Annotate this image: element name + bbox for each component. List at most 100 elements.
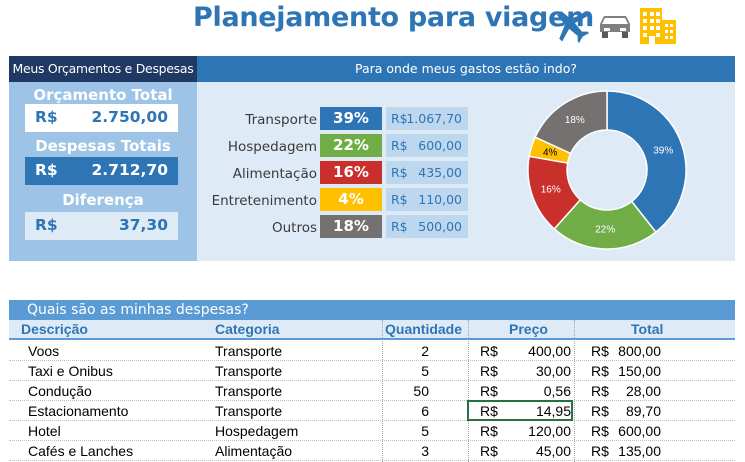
amount-hospedagem[interactable]: R$ 600,00 bbox=[386, 134, 468, 157]
donut-slice-transporte[interactable] bbox=[606, 90, 687, 234]
diff-box[interactable]: R$ 37,30 bbox=[25, 212, 178, 240]
cell-price-currency[interactable]: R$ bbox=[480, 443, 498, 459]
cell-category[interactable]: Transporte bbox=[215, 403, 283, 419]
cell-price[interactable]: 30,00 bbox=[535, 363, 571, 379]
cell-total[interactable]: 135,00 bbox=[618, 443, 661, 459]
category-label-entretenimento: Entretenimento bbox=[211, 193, 317, 209]
table-row[interactable]: Taxi e Onibus Transporte 5 R$ 30,00 R$ 150,00 bbox=[9, 361, 735, 381]
donut-label: 39% bbox=[653, 146, 673, 157]
cell-price[interactable]: 0,56 bbox=[543, 383, 571, 399]
pct-entretenimento[interactable]: 4% bbox=[320, 188, 382, 211]
table-row[interactable]: Hotel Hospedagem 5 R$ 120,00 R$ 600,00 bbox=[9, 421, 735, 441]
cell-quantity[interactable]: 2 bbox=[421, 343, 429, 359]
amount-value: 435,00 bbox=[418, 165, 462, 180]
amount-alimentacao[interactable]: R$ 435,00 bbox=[386, 161, 468, 184]
budget-box[interactable]: R$ 2.750,00 bbox=[25, 104, 178, 132]
cell-quantity[interactable]: 5 bbox=[421, 363, 429, 379]
cell-price-currency[interactable]: R$ bbox=[480, 403, 498, 419]
pct-transporte[interactable]: 39% bbox=[320, 107, 382, 130]
amount-currency: R$ bbox=[391, 165, 408, 180]
amount-value: 1.067,70 bbox=[406, 111, 462, 126]
cell-price[interactable]: 45,00 bbox=[535, 443, 571, 459]
cell-description[interactable]: Hotel bbox=[28, 423, 61, 439]
table-row[interactable]: Cafés e Lanches Alimentação 3 R$ 45,00 R$ 135,… bbox=[9, 441, 735, 461]
column-divider bbox=[382, 320, 383, 462]
table-header-row: Descrição Categoria Quantidade Preço Tot… bbox=[9, 320, 735, 340]
cell-quantity[interactable]: 50 bbox=[413, 383, 429, 399]
donut-label: 4% bbox=[543, 147, 558, 158]
donut-label: 22% bbox=[595, 224, 615, 235]
cell-category[interactable]: Hospedagem bbox=[215, 423, 299, 439]
category-label-outros: Outros bbox=[271, 220, 317, 236]
donut-slice-outros[interactable] bbox=[534, 90, 608, 155]
cell-category[interactable]: Alimentação bbox=[215, 443, 293, 459]
pct-alimentacao[interactable]: 16% bbox=[320, 161, 382, 184]
cell-total[interactable]: 600,00 bbox=[618, 423, 661, 439]
column-header-price[interactable]: Preço bbox=[509, 321, 548, 337]
summary-header: Meus Orçamentos e Despesas bbox=[9, 56, 197, 82]
cell-quantity[interactable]: 5 bbox=[421, 423, 429, 439]
cell-description[interactable]: Estacionamento bbox=[28, 403, 129, 419]
expenses-box[interactable]: R$ 2.712,70 bbox=[25, 157, 178, 185]
pct-outros[interactable]: 18% bbox=[320, 215, 382, 238]
pct-hospedagem[interactable]: 22% bbox=[320, 134, 382, 157]
cell-total-currency[interactable]: R$ bbox=[591, 443, 609, 459]
amount-entretenimento[interactable]: R$ 110,00 bbox=[386, 188, 468, 211]
donut-label: 18% bbox=[565, 115, 585, 126]
expenses-value: 2.712,70 bbox=[91, 161, 169, 179]
cell-total[interactable]: 89,70 bbox=[625, 403, 661, 419]
column-divider bbox=[574, 320, 575, 462]
cell-price-currency[interactable]: R$ bbox=[480, 423, 498, 439]
hotel-icon bbox=[640, 8, 676, 44]
cell-total-currency[interactable]: R$ bbox=[591, 423, 609, 439]
budget-value: 2.750,00 bbox=[91, 108, 169, 126]
diff-label: Diferença bbox=[62, 191, 144, 209]
expense-donut-chart[interactable]: 39% 22% 16% 4% 18% bbox=[520, 84, 700, 259]
amount-transporte[interactable]: R$ 1.067,70 bbox=[386, 107, 468, 130]
cell-total[interactable]: 150,00 bbox=[618, 363, 661, 379]
cell-price[interactable]: 120,00 bbox=[528, 423, 571, 439]
cell-total[interactable]: 800,00 bbox=[618, 343, 661, 359]
breakdown-header: Para onde meus gastos estão indo? bbox=[197, 56, 735, 82]
cell-total-currency[interactable]: R$ bbox=[591, 403, 609, 419]
cell-total-currency[interactable]: R$ bbox=[591, 383, 609, 399]
column-header-description[interactable]: Descrição bbox=[21, 321, 88, 337]
cell-price-currency[interactable]: R$ bbox=[480, 343, 498, 359]
cell-price[interactable]: 400,00 bbox=[528, 343, 571, 359]
car-icon bbox=[600, 16, 630, 38]
amount-value: 500,00 bbox=[418, 219, 462, 234]
diff-value: 37,30 bbox=[118, 216, 168, 234]
cell-category[interactable]: Transporte bbox=[215, 363, 283, 379]
budget-currency: R$ bbox=[35, 108, 58, 126]
table-row[interactable]: Condução Transporte 50 R$ 0,56 R$ 28,00 bbox=[9, 381, 735, 401]
cell-description[interactable]: Cafés e Lanches bbox=[28, 443, 134, 459]
selected-cell[interactable] bbox=[467, 400, 573, 421]
cell-quantity[interactable]: 3 bbox=[421, 443, 429, 459]
table-row[interactable]: Estacionamento Transporte 6 R$ 14,95 R$ 89,70 bbox=[9, 401, 735, 421]
cell-price[interactable]: 14,95 bbox=[535, 403, 571, 419]
cell-quantity[interactable]: 6 bbox=[421, 403, 429, 419]
cell-description[interactable]: Taxi e Onibus bbox=[28, 363, 113, 379]
table-row[interactable]: Voos Transporte 2 R$ 400,00 R$ 800,00 bbox=[9, 341, 735, 361]
diff-currency: R$ bbox=[35, 216, 58, 234]
cell-description[interactable]: Condução bbox=[28, 383, 92, 399]
expenses-label: Despesas Totais bbox=[35, 137, 171, 155]
cell-price-currency[interactable]: R$ bbox=[480, 363, 498, 379]
travel-icons bbox=[557, 8, 676, 44]
amount-currency: R$ bbox=[391, 111, 408, 126]
column-header-quantity[interactable]: Quantidade bbox=[385, 321, 463, 337]
cell-category[interactable]: Transporte bbox=[215, 383, 283, 399]
column-header-total[interactable]: Total bbox=[631, 321, 664, 337]
cell-price-currency[interactable]: R$ bbox=[480, 383, 498, 399]
cell-category[interactable]: Transporte bbox=[215, 343, 283, 359]
cell-total[interactable]: 28,00 bbox=[625, 383, 661, 399]
page-title: Planejamento para viagem bbox=[193, 2, 594, 33]
column-header-category[interactable]: Categoria bbox=[215, 321, 280, 337]
amount-outros[interactable]: R$ 500,00 bbox=[386, 215, 468, 238]
category-label-transporte: Transporte bbox=[245, 112, 317, 128]
category-label-alimentacao: Alimentação bbox=[232, 166, 317, 182]
amount-value: 110,00 bbox=[418, 192, 462, 207]
cell-total-currency[interactable]: R$ bbox=[591, 343, 609, 359]
cell-total-currency[interactable]: R$ bbox=[591, 363, 609, 379]
cell-description[interactable]: Voos bbox=[28, 343, 60, 359]
